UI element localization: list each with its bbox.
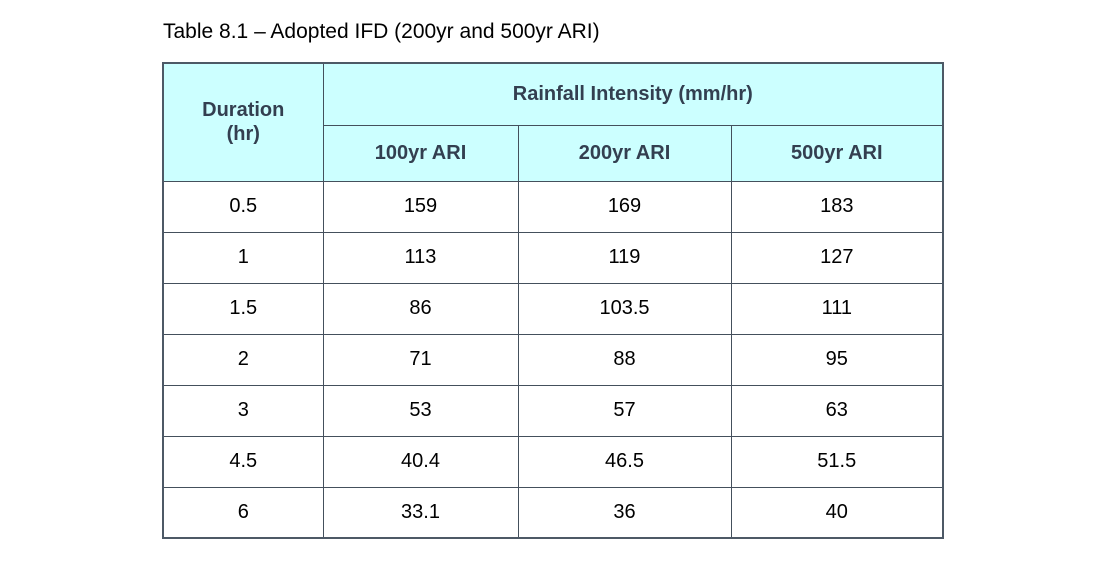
value-cell-100yr: 53 [322,384,519,437]
value-cell-200yr: 103.5 [517,282,732,335]
value-cell-200yr: 57 [517,384,732,437]
value-cell-500yr: 127 [730,231,944,284]
table-row: 4.5 40.4 46.5 51.5 [162,435,944,488]
value-cell-100yr: 113 [322,231,519,284]
table-header: Duration (hr) Rainfall Intensity (mm/hr)… [162,62,944,182]
duration-cell: 2 [162,333,324,386]
duration-cell: 1 [162,231,324,284]
duration-cell: 1.5 [162,282,324,335]
duration-cell: 3 [162,384,324,437]
sub-header-row: 100yr ARI 200yr ARI 500yr ARI [163,124,944,182]
column-header-100yr: 100yr ARI [322,124,519,182]
group-header-row: Duration (hr) Rainfall Intensity (mm/hr) [162,62,944,182]
table-row: 3 53 57 63 [162,384,944,437]
table-caption: Table 8.1 – Adopted IFD (200yr and 500yr… [163,20,600,43]
table-row: 2 71 88 95 [162,333,944,386]
duration-cell: 0.5 [162,180,324,233]
ifd-table: Duration (hr) Rainfall Intensity (mm/hr)… [162,62,945,539]
value-cell-500yr: 111 [730,282,944,335]
table-body: 0.5 159 169 183 1 113 119 127 1.5 86 103… [162,180,944,539]
value-cell-200yr: 46.5 [517,435,732,488]
table-row: 1.5 86 103.5 111 [162,282,944,335]
value-cell-200yr: 119 [517,231,732,284]
column-header-200yr: 200yr ARI [517,124,732,182]
duration-cell: 4.5 [162,435,324,488]
value-cell-200yr: 36 [517,486,732,539]
value-cell-100yr: 86 [322,282,519,335]
rainfall-intensity-group-header: Rainfall Intensity (mm/hr) [322,62,944,126]
value-cell-100yr: 159 [322,180,519,233]
duration-header-line1: Duration [202,99,285,122]
value-cell-200yr: 169 [517,180,732,233]
column-header-500yr: 500yr ARI [730,124,944,182]
duration-header-line2: (hr) [226,123,260,146]
value-cell-100yr: 40.4 [322,435,519,488]
table-row: 0.5 159 169 183 [162,180,944,233]
value-cell-500yr: 183 [730,180,944,233]
duration-cell: 6 [162,486,324,539]
duration-header-cell: Duration (hr) [162,62,324,182]
value-cell-200yr: 88 [517,333,732,386]
table-row: 1 113 119 127 [162,231,944,284]
value-cell-500yr: 63 [730,384,944,437]
value-cell-100yr: 33.1 [322,486,519,539]
value-cell-500yr: 95 [730,333,944,386]
value-cell-500yr: 51.5 [730,435,944,488]
table-row: 6 33.1 36 40 [162,486,944,539]
value-cell-100yr: 71 [322,333,519,386]
value-cell-500yr: 40 [730,486,944,539]
